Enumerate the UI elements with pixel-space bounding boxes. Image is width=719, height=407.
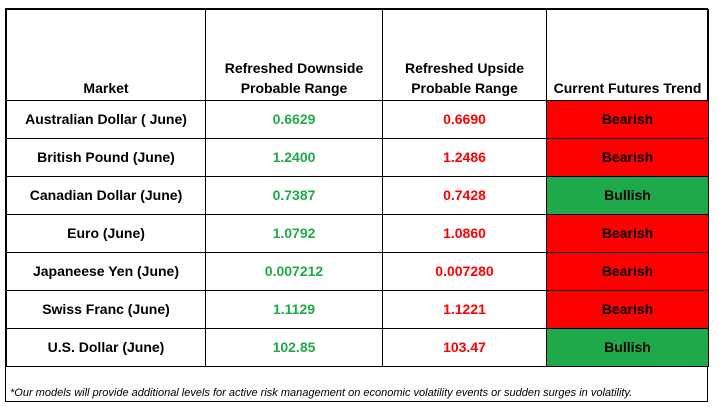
table-row: Australian Dollar ( June) 0.6629 0.6690 …	[6, 100, 709, 139]
market-cell: Swiss Franc (June)	[6, 290, 206, 329]
header-upside-line2: Probable Range	[411, 80, 518, 96]
downside-cell: 1.1129	[205, 290, 383, 329]
table-row: British Pound (June) 1.2400 1.2486 Beari…	[6, 138, 709, 177]
trend-cell: Bearish	[546, 138, 709, 177]
header-upside: Refreshed Upside Probable Range	[382, 9, 547, 101]
upside-cell: 1.1221	[382, 290, 547, 329]
upside-cell: 1.2486	[382, 138, 547, 177]
header-downside-line1: Refreshed Downside	[224, 60, 364, 76]
header-downside-line2: Probable Range	[240, 80, 348, 96]
header-trend-label: Current Futures Trend	[553, 80, 702, 96]
downside-cell: 1.0792	[205, 214, 383, 253]
upside-cell: 103.47	[382, 328, 547, 367]
market-cell: British Pound (June)	[6, 138, 206, 177]
downside-cell: 1.2400	[205, 138, 383, 177]
footnote: *Our models will provide additional leve…	[10, 387, 633, 399]
upside-cell: 0.007280	[382, 252, 547, 291]
upside-cell: 1.0860	[382, 214, 547, 253]
upside-cell: 0.6690	[382, 100, 547, 139]
market-cell: Canadian Dollar (June)	[6, 176, 206, 215]
probable-range-table: Market Refreshed Downside Probable Range…	[6, 9, 709, 367]
table-row: U.S. Dollar (June) 102.85 103.47 Bullish	[6, 328, 709, 367]
market-cell: Japaneese Yen (June)	[6, 252, 206, 291]
ranges-table-frame: Market Refreshed Downside Probable Range…	[5, 8, 709, 402]
table-row: Euro (June) 1.0792 1.0860 Bearish	[6, 214, 709, 253]
market-cell: Australian Dollar ( June)	[6, 100, 206, 139]
downside-cell: 0.7387	[205, 176, 383, 215]
upside-cell: 0.7428	[382, 176, 547, 215]
downside-cell: 102.85	[205, 328, 383, 367]
table-row: Japaneese Yen (June) 0.007212 0.007280 B…	[6, 252, 709, 291]
table-row: Canadian Dollar (June) 0.7387 0.7428 Bul…	[6, 176, 709, 215]
header-market-label: Market	[83, 80, 129, 96]
trend-cell: Bearish	[546, 252, 709, 291]
market-cell: Euro (June)	[6, 214, 206, 253]
header-upside-line1: Refreshed Upside	[404, 60, 525, 76]
trend-cell: Bearish	[546, 214, 709, 253]
trend-cell: Bullish	[546, 176, 709, 215]
header-trend: Current Futures Trend	[546, 9, 709, 101]
trend-cell: Bearish	[546, 100, 709, 139]
trend-cell: Bullish	[546, 328, 709, 367]
header-market: Market	[6, 9, 206, 101]
market-cell: U.S. Dollar (June)	[6, 328, 206, 367]
header-downside: Refreshed Downside Probable Range	[205, 9, 383, 101]
trend-cell: Bearish	[546, 290, 709, 329]
table-header-row: Market Refreshed Downside Probable Range…	[6, 9, 709, 101]
downside-cell: 0.007212	[205, 252, 383, 291]
downside-cell: 0.6629	[205, 100, 383, 139]
table-row: Swiss Franc (June) 1.1129 1.1221 Bearish	[6, 290, 709, 329]
